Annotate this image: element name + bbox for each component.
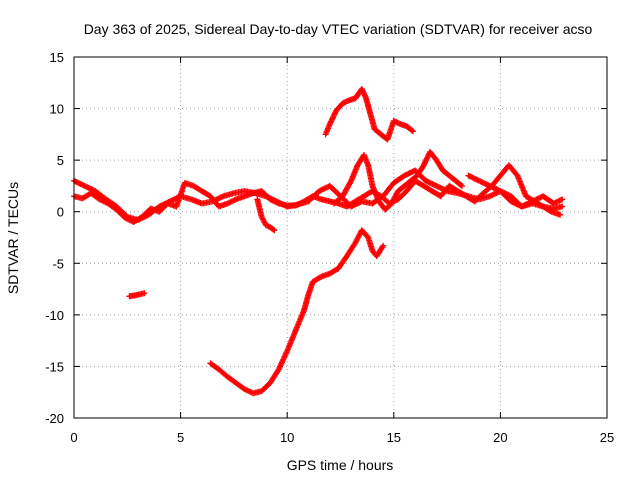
data-point [379,244,386,251]
x-tick-label: 25 [600,430,614,445]
data-point [270,226,277,233]
y-tick-label: 15 [50,50,64,65]
data-point [347,179,354,186]
data-point [380,242,387,249]
chart-title: Day 363 of 2025, Sidereal Day-to-day VTE… [84,21,593,37]
plot-frame [73,56,608,419]
data-markers [71,85,566,397]
y-tick-label: -5 [52,256,64,271]
data-point [141,290,148,297]
y-tick-label: -20 [45,411,64,426]
x-tick-label: 20 [493,430,507,445]
data-point [559,196,566,203]
y-tick-label: -15 [45,359,64,374]
data-point [409,128,416,135]
y-tick-label: 10 [50,102,64,117]
data-point [459,182,466,189]
y-axis-label: SDTVAR / TECUs [5,182,21,294]
data-point [271,227,278,234]
data-point [557,211,564,218]
x-tick-label: 15 [387,430,401,445]
y-tick-label: 0 [57,205,64,220]
data-point [559,203,566,210]
y-tick-label: 5 [57,153,64,168]
data-point [457,182,464,189]
x-tick-label: 0 [70,430,77,445]
y-tick-label: -10 [45,308,64,323]
x-tick-label: 10 [280,430,294,445]
data-point [408,127,415,134]
axes: 0 5 10 15 20 25 -20 -15 -10 -5 0 5 10 15 [45,50,614,445]
x-axis-label: GPS time / hours [287,457,394,473]
grid-lines [74,57,607,418]
x-tick-label: 5 [177,430,184,445]
